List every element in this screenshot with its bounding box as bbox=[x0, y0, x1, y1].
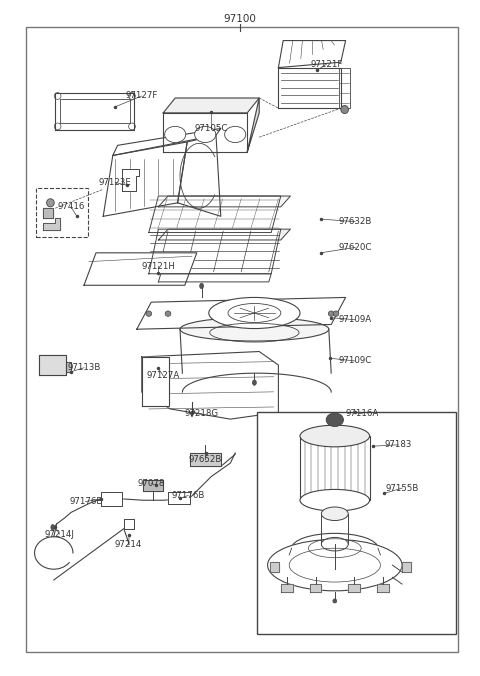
Polygon shape bbox=[142, 352, 278, 419]
Ellipse shape bbox=[300, 489, 370, 511]
Polygon shape bbox=[281, 584, 293, 592]
Text: 97652B: 97652B bbox=[189, 455, 222, 464]
Polygon shape bbox=[310, 584, 322, 592]
Ellipse shape bbox=[209, 297, 300, 329]
Text: 97127F: 97127F bbox=[125, 91, 158, 101]
Polygon shape bbox=[137, 297, 346, 329]
Ellipse shape bbox=[252, 380, 256, 385]
Polygon shape bbox=[101, 492, 122, 506]
Text: 97218G: 97218G bbox=[184, 409, 219, 418]
Text: 97155B: 97155B bbox=[385, 483, 419, 493]
Text: 97620C: 97620C bbox=[338, 243, 372, 252]
Ellipse shape bbox=[328, 311, 334, 316]
Text: 97121H: 97121H bbox=[142, 262, 175, 271]
Polygon shape bbox=[158, 229, 290, 240]
Polygon shape bbox=[122, 169, 139, 191]
Text: 97121F: 97121F bbox=[310, 59, 343, 69]
Polygon shape bbox=[124, 519, 134, 529]
Ellipse shape bbox=[165, 311, 171, 316]
Text: 97123E: 97123E bbox=[99, 178, 132, 187]
Text: 97100: 97100 bbox=[224, 14, 256, 24]
Polygon shape bbox=[402, 562, 411, 572]
Polygon shape bbox=[158, 274, 271, 282]
Polygon shape bbox=[278, 41, 346, 68]
Polygon shape bbox=[158, 196, 290, 207]
Polygon shape bbox=[55, 93, 134, 130]
Text: 97214: 97214 bbox=[115, 540, 143, 550]
Polygon shape bbox=[43, 208, 53, 218]
Polygon shape bbox=[168, 492, 190, 504]
Polygon shape bbox=[60, 99, 130, 123]
Ellipse shape bbox=[322, 537, 348, 551]
Polygon shape bbox=[143, 480, 163, 491]
Polygon shape bbox=[270, 562, 278, 572]
Text: 97183: 97183 bbox=[384, 440, 412, 450]
Polygon shape bbox=[300, 436, 370, 500]
Ellipse shape bbox=[146, 311, 152, 316]
Polygon shape bbox=[322, 514, 348, 544]
Ellipse shape bbox=[292, 533, 378, 563]
Polygon shape bbox=[66, 362, 71, 372]
Polygon shape bbox=[163, 113, 247, 152]
Ellipse shape bbox=[268, 539, 402, 591]
Polygon shape bbox=[39, 355, 66, 375]
Polygon shape bbox=[339, 68, 350, 108]
Polygon shape bbox=[348, 584, 360, 592]
Polygon shape bbox=[142, 357, 169, 406]
Text: 97176E: 97176E bbox=[69, 497, 102, 506]
Ellipse shape bbox=[47, 199, 54, 207]
Ellipse shape bbox=[326, 413, 344, 427]
Ellipse shape bbox=[333, 599, 337, 603]
Text: 97116A: 97116A bbox=[346, 409, 379, 418]
Ellipse shape bbox=[195, 126, 216, 143]
Text: 97214J: 97214J bbox=[45, 529, 74, 539]
Polygon shape bbox=[43, 218, 60, 230]
Ellipse shape bbox=[165, 126, 186, 143]
Text: 97109C: 97109C bbox=[338, 356, 372, 366]
Text: 97127A: 97127A bbox=[146, 371, 180, 381]
Ellipse shape bbox=[180, 318, 329, 341]
Text: 97105C: 97105C bbox=[194, 124, 228, 133]
Bar bbox=[36, 188, 88, 237]
Polygon shape bbox=[178, 135, 221, 216]
Ellipse shape bbox=[51, 525, 55, 530]
Ellipse shape bbox=[333, 311, 339, 316]
Text: 97632B: 97632B bbox=[338, 217, 372, 226]
Polygon shape bbox=[113, 128, 221, 155]
Text: 97109A: 97109A bbox=[338, 315, 372, 324]
Bar bbox=[257, 412, 456, 634]
Text: 97176B: 97176B bbox=[171, 491, 205, 500]
Ellipse shape bbox=[322, 507, 348, 521]
Text: 97416: 97416 bbox=[57, 202, 85, 212]
Polygon shape bbox=[278, 68, 341, 108]
Text: 97078: 97078 bbox=[137, 479, 165, 488]
Ellipse shape bbox=[341, 105, 348, 114]
Polygon shape bbox=[103, 142, 187, 216]
Polygon shape bbox=[377, 584, 389, 592]
Polygon shape bbox=[163, 98, 259, 113]
Polygon shape bbox=[190, 453, 221, 466]
Ellipse shape bbox=[200, 283, 204, 289]
Text: 97113B: 97113B bbox=[67, 363, 101, 372]
Ellipse shape bbox=[300, 425, 370, 447]
Polygon shape bbox=[247, 98, 259, 152]
Ellipse shape bbox=[225, 126, 246, 143]
Polygon shape bbox=[84, 253, 197, 285]
Polygon shape bbox=[149, 229, 281, 274]
Polygon shape bbox=[149, 196, 281, 233]
